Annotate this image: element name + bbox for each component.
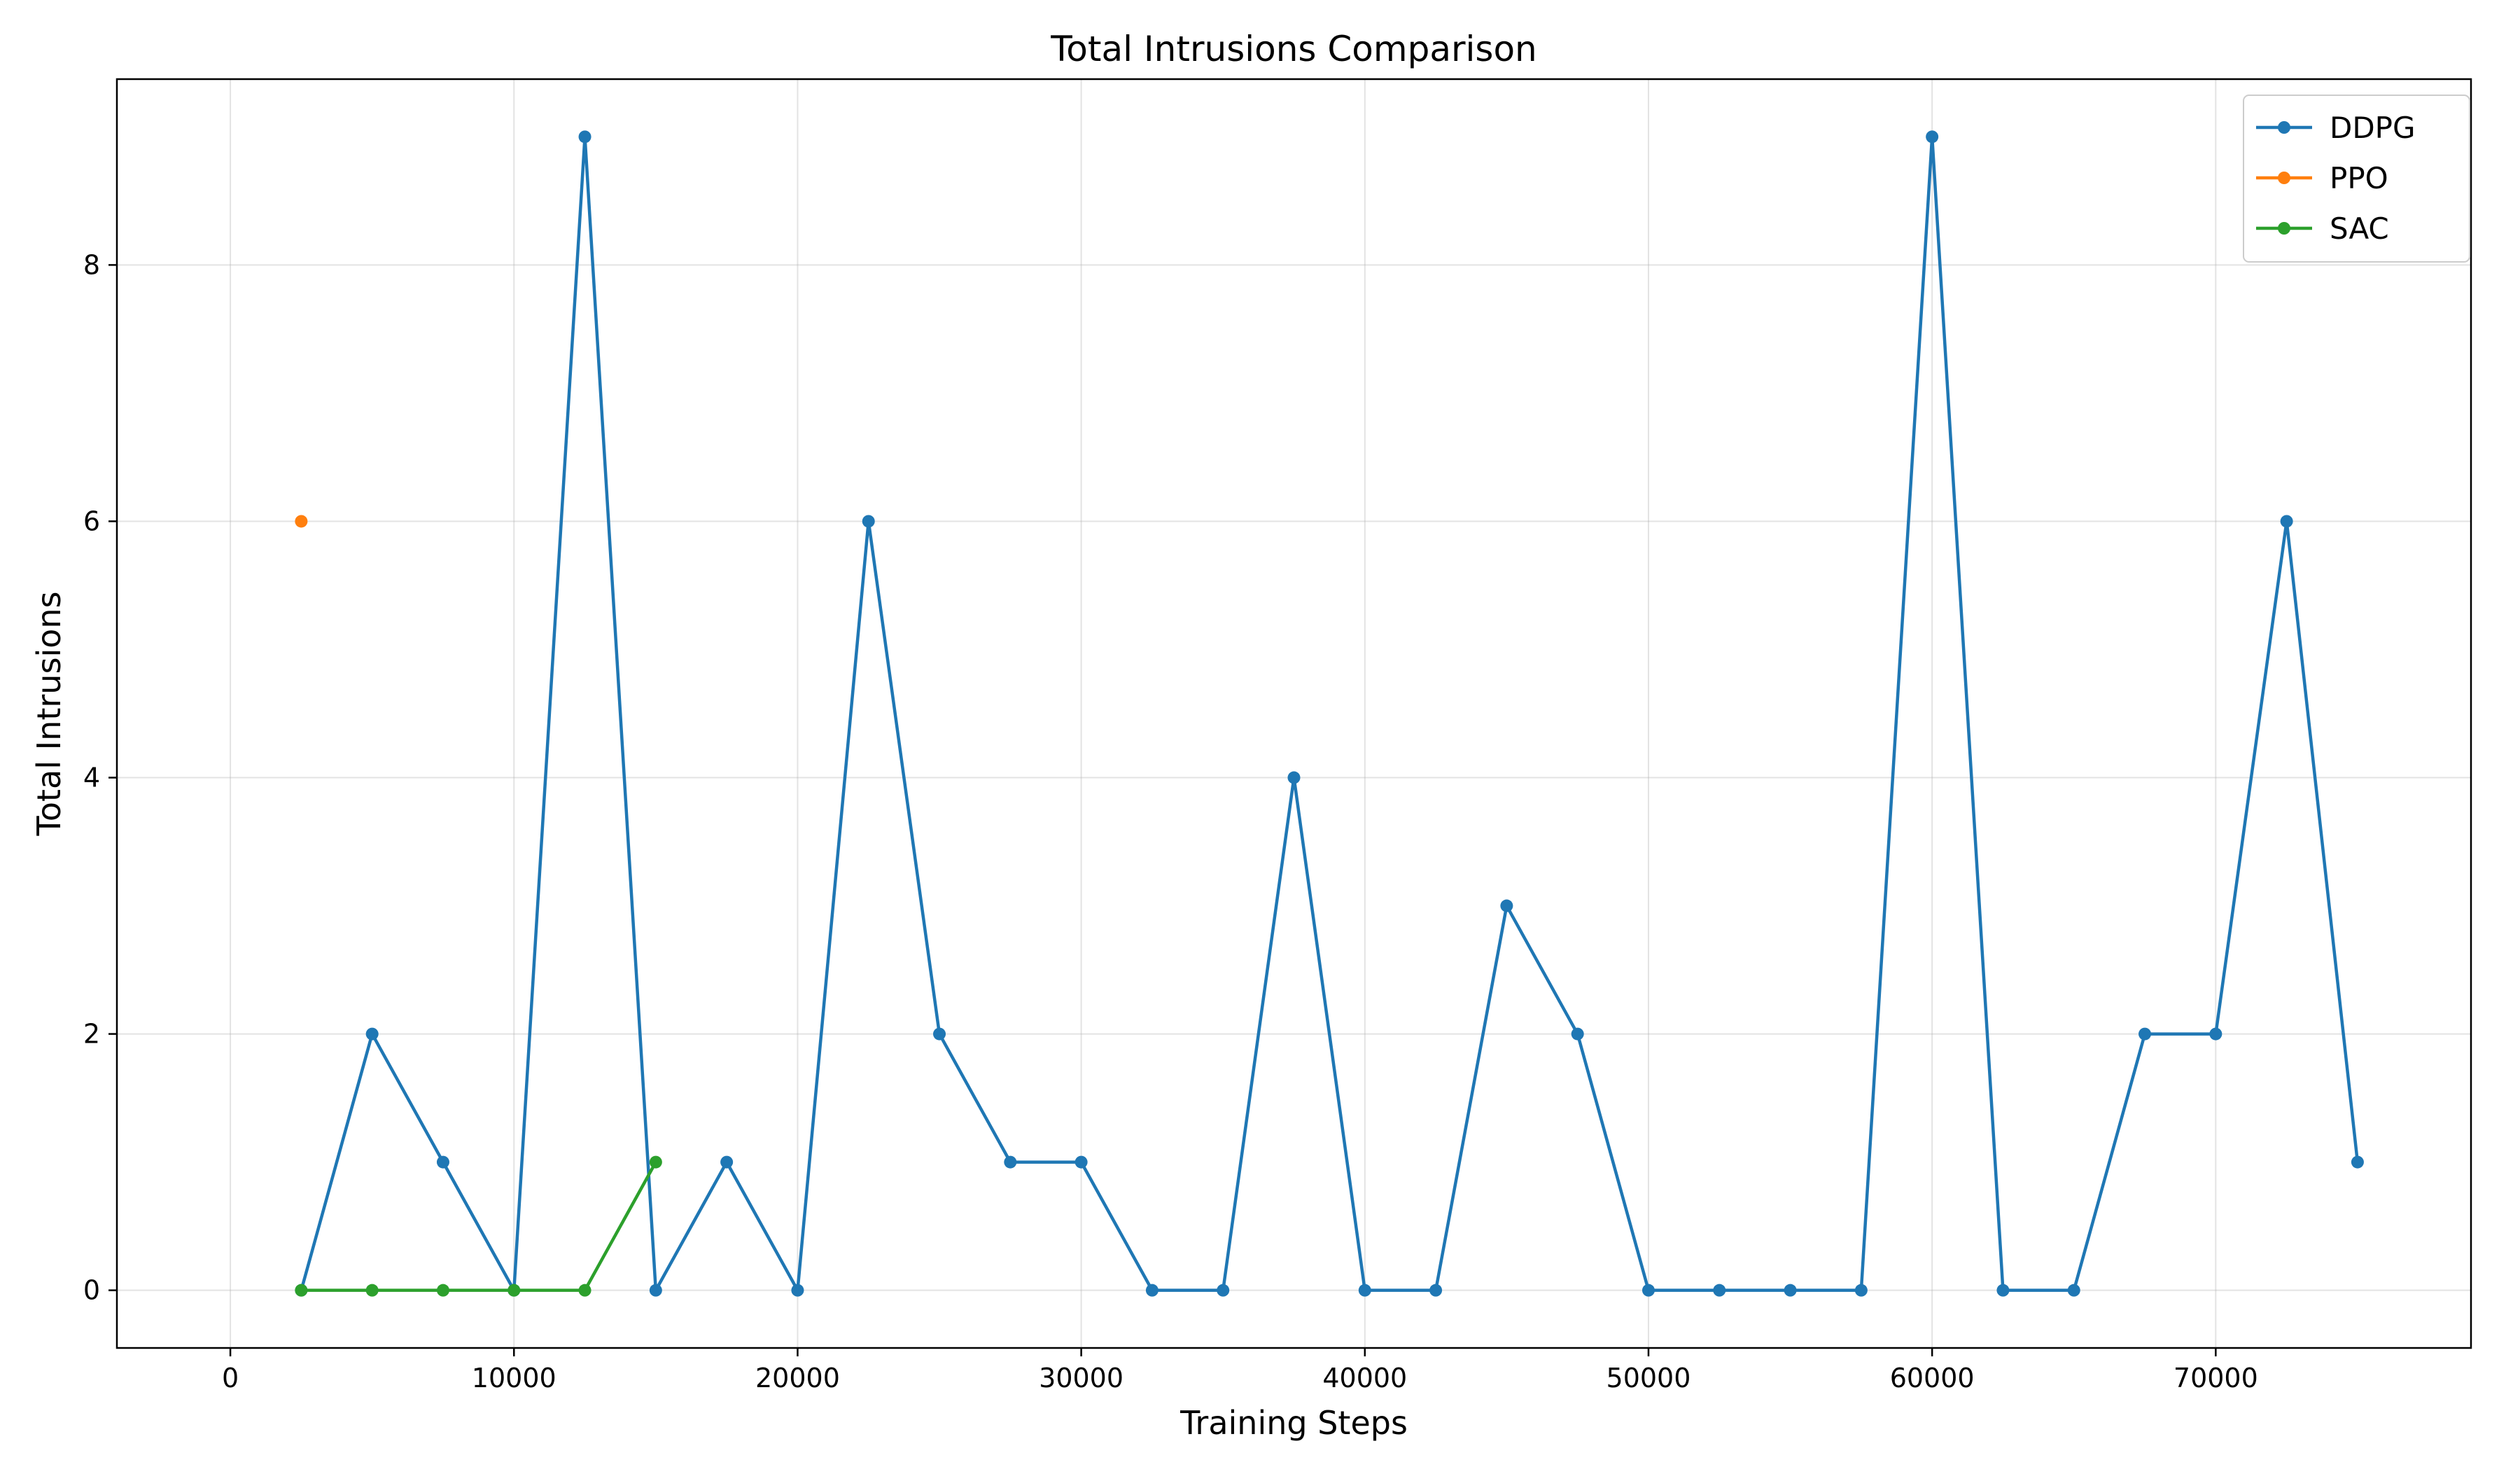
x-tick-label: 40000 [1322,1363,1407,1393]
data-point-ddpg [1784,1284,1797,1297]
data-point-ddpg [1854,1284,1868,1297]
legend-label-ddpg: DDPG [2330,111,2416,145]
data-point-sac [507,1284,521,1297]
x-axis-label: Training Steps [1180,1404,1408,1442]
data-point-ddpg [2351,1155,2364,1169]
data-point-sac [295,1284,308,1297]
data-point-ddpg [1004,1155,1017,1169]
y-tick-label: 4 [83,763,100,793]
data-point-ddpg [1996,1284,2010,1297]
data-point-ddpg [578,130,592,144]
data-point-ddpg [1145,1284,1158,1297]
data-point-ppo [295,515,308,528]
data-point-ddpg [1713,1284,1726,1297]
y-tick-label: 6 [83,506,100,536]
y-tick-label: 0 [83,1275,100,1306]
plot-frame [115,78,2472,1349]
series-line-sac [300,1160,658,1292]
legend: DDPG PPO SAC [2243,95,2470,263]
data-point-ddpg [436,1155,449,1169]
series-ppo [295,515,308,528]
axis-ticks: 0 10000 20000 30000 40000 50000 60000 70000 0 2 4 6… [83,249,2258,1393]
data-point-ddpg [1287,771,1301,784]
data-point-sac [436,1284,449,1297]
x-tick-label: 20000 [755,1363,840,1393]
legend-label-sac: SAC [2330,211,2389,246]
data-point-ddpg [1217,1284,1230,1297]
series-sac [295,1155,662,1297]
series-line-ddpg [300,135,2360,1292]
data-point-ddpg [2280,515,2293,528]
y-tick-label: 2 [83,1019,100,1050]
data-point-sac [365,1284,379,1297]
grid [117,79,2471,1348]
data-point-ddpg [1571,1027,1584,1041]
data-point-ddpg [791,1284,804,1297]
legend-box [2243,95,2470,263]
data-point-sac [649,1155,662,1169]
legend-swatch-marker-ppo [2278,172,2290,184]
data-point-ddpg [1074,1155,1088,1169]
x-tick-label: 70000 [2174,1363,2258,1393]
y-axis-label: Total Intrusions [30,592,68,837]
x-tick-label: 50000 [1606,1363,1691,1393]
data-point-ddpg [862,515,875,528]
series-group [295,130,2364,1297]
data-point-ddpg [2067,1284,2080,1297]
legend-label-ppo: PPO [2330,161,2388,195]
data-point-ddpg [1358,1284,1371,1297]
data-point-ddpg [2138,1027,2152,1041]
y-tick-label: 8 [83,249,100,280]
data-point-sac [578,1284,592,1297]
chart-title: Total Intrusions Comparison [1050,29,1536,69]
x-tick-label: 0 [222,1363,239,1393]
x-tick-label: 10000 [472,1363,556,1393]
series-ddpg [295,130,2364,1297]
data-point-ddpg [365,1027,379,1041]
data-point-ddpg [649,1284,662,1297]
data-point-ddpg [1429,1284,1443,1297]
data-point-ddpg [720,1155,734,1169]
data-point-ddpg [1926,130,1939,144]
data-point-ddpg [933,1027,946,1041]
legend-swatch-marker-sac [2278,222,2290,235]
data-point-ddpg [1500,899,1513,912]
x-tick-label: 30000 [1039,1363,1124,1393]
data-point-ddpg [1642,1284,1655,1297]
legend-swatch-marker-ddpg [2278,121,2290,134]
x-tick-label: 60000 [1890,1363,1975,1393]
data-point-ddpg [2209,1027,2222,1041]
